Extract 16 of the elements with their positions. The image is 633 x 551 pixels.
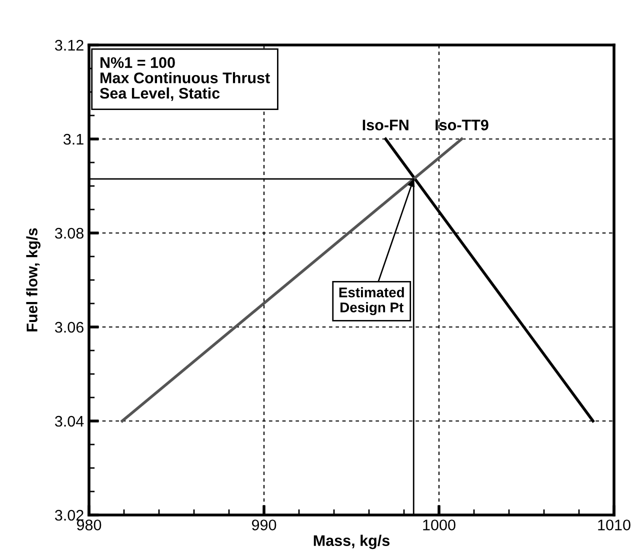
x-tick-label: 980 — [76, 520, 102, 530]
y-tick-label: 3.1 — [63, 134, 84, 145]
y-tick-label: 3.08 — [54, 228, 84, 239]
y-tick-label: 3.12 — [54, 40, 84, 51]
y-axis-title: Fuel flow, kg/s — [26, 228, 41, 332]
x-axis-title: Mass, kg/s — [314, 534, 390, 550]
series-label: Iso-FN — [362, 120, 408, 130]
annotation: N%1 = 100 Max Continuous Thrust Sea Level, Static — [100, 57, 270, 101]
x-tick-label: 1010 — [598, 520, 630, 530]
annotation: Estimated Design Pt — [339, 287, 404, 316]
x-tick-label: 1000 — [423, 520, 456, 530]
y-tick-label: 3.04 — [54, 416, 84, 427]
y-tick-label: 3.06 — [54, 322, 84, 333]
x-tick-label: 990 — [252, 520, 276, 530]
y-tick-label: 3.02 — [54, 510, 84, 521]
series-label: Iso-TT9 — [436, 120, 488, 130]
